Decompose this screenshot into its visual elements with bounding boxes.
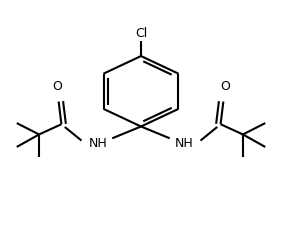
Text: O: O <box>220 80 230 93</box>
Text: NH: NH <box>175 136 194 149</box>
Text: Cl: Cl <box>135 27 147 40</box>
Text: O: O <box>52 80 62 93</box>
Text: NH: NH <box>88 136 107 149</box>
